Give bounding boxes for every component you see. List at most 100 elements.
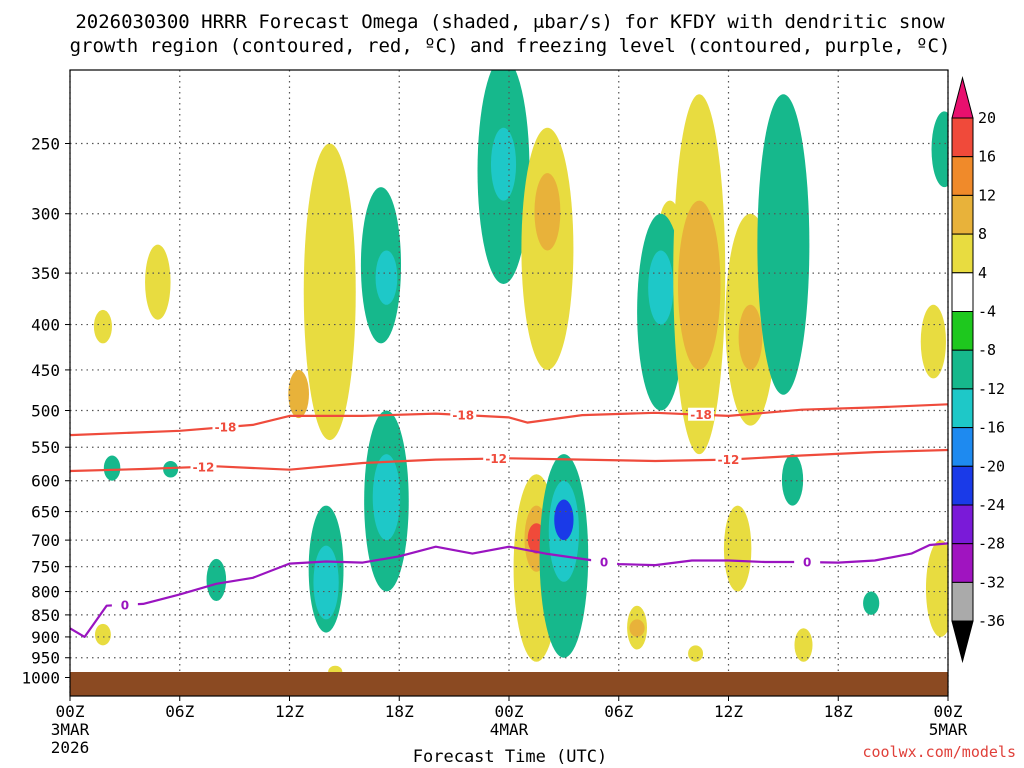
y-tick-label-600: 600 [31,472,60,491]
y-tick-label-650: 650 [31,503,60,522]
colorbar-box-8 [951,427,974,467]
y-tick-label-300: 300 [31,205,60,224]
omega-region-40 [925,540,948,637]
colorbar-label-0: 20 [978,109,996,127]
colorbar-label-3: 8 [978,225,987,243]
contour-line-2 [70,542,948,638]
x-tick-label-24: 00Z [495,702,524,721]
omega-region-26 [648,250,674,325]
contour-label-bg-2-2 [794,555,821,569]
omega-region-33 [863,591,880,615]
contour-label-bg-1-1 [483,451,510,465]
colorbar-label-11: -28 [978,535,1005,553]
colorbar-label-10: -24 [978,496,1005,514]
colorbar: 20 16 12 8 4 -4 -8 -12 -16 -20 -24 -28 -32 -36 [951,76,1005,664]
contour-label-0-1: -18 [452,408,474,422]
omega-region-17 [534,173,561,251]
omega-region-2 [93,309,112,344]
y-tick-label-700: 700 [31,531,60,550]
x-tick-date-24: 4MAR [490,720,529,739]
colorbar-box-12 [951,581,974,622]
chart-title-line1: 2026030300 HRRR Forecast Omega (shaded, … [75,11,945,33]
contour-label-bg-0-0 [212,420,239,434]
colorbar-box-1 [951,156,974,196]
chart-title-line2: growth region (contoured, red, ºC) and f… [70,35,951,57]
omega-region-23 [554,499,574,541]
contour-label-bg-2-1 [591,555,618,569]
colorbar-box-10 [951,504,974,545]
contour-label-bg-2-0 [111,597,138,611]
colorbar-label-7: -12 [978,380,1005,398]
x-axis-label: Forecast Time (UTC) [413,747,607,767]
contour-label-2-0: 0 [121,598,129,612]
colorbar-label-6: -8 [978,341,996,359]
omega-region-15 [490,127,517,201]
y-tick-label-850: 850 [31,606,60,625]
colorbar-label-8: -16 [978,419,1005,437]
y-tick-label-350: 350 [31,264,60,283]
colorbar-label-12: -32 [978,573,1005,591]
y-tick-label-400: 400 [31,316,60,335]
contour-label-1-0: -12 [193,460,215,474]
colorbar-box-6 [951,349,974,390]
contour-line-0 [70,403,948,437]
x-tick-date-0: 3MAR [51,720,90,739]
omega-region-1 [163,460,179,478]
y-tick-label-1000: 1000 [21,669,60,688]
x-tick-label-12: 12Z [275,702,304,721]
x-tick-date-48: 5MAR [929,720,968,739]
contour-label-1-1: -12 [485,452,507,466]
colorbar-box-11 [951,543,974,583]
omega-region-31 [757,94,810,395]
contour-label-2-2: 0 [803,556,811,570]
contour-label-bg-1-0 [190,459,217,473]
y-tick-label-800: 800 [31,583,60,602]
omega-region-30 [738,304,763,370]
y-tick-label-950: 950 [31,649,60,668]
omega-region-9 [313,545,339,620]
credit-text: coolwx.com/models [862,743,1016,761]
omega-region-28 [678,200,721,370]
colorbar-box-5 [951,311,974,351]
contour-label-0-2: -18 [690,408,712,422]
contour-label-0-0: -18 [215,421,237,435]
grid-lines [69,70,949,696]
contour-label-bg-1-2 [715,452,742,466]
colorbar-box-7 [951,388,974,429]
omega-region-38 [920,304,946,379]
colorbar-label-2: 12 [978,186,996,204]
contour-label-bg-0-2 [688,407,715,421]
contour-label-2-1: 0 [600,556,608,570]
omega-region-7 [288,369,309,419]
omega-region-13 [372,454,401,541]
contour-label-1-2: -12 [718,453,740,467]
omega-region-36 [629,619,645,637]
x-tick-label-6: 06Z [165,702,194,721]
omega-region-6 [303,143,356,441]
x-tick-label-18: 18Z [385,702,414,721]
colorbar-label-9: -20 [978,457,1005,475]
x-tick-label-0: 00Z [56,702,85,721]
colorbar-box-3 [951,233,974,274]
omega-shading [93,70,948,678]
omega-region-32 [781,454,804,506]
omega-region-37 [688,645,704,662]
x-tick-label-48: 00Z [934,702,963,721]
omega-region-0 [103,455,121,481]
contour-label-bg-0-1 [450,407,477,421]
colorbar-box-9 [951,465,974,506]
colorbar-label-4: 4 [978,264,987,282]
colorbar-box-4 [951,272,974,312]
colorbar-label-13: -36 [978,612,1005,630]
x-tick-label-42: 18Z [824,702,853,721]
omega-region-41 [794,628,813,662]
y-tick-label-500: 500 [31,402,60,421]
y-tick-label-750: 750 [31,558,60,577]
colorbar-top-arrow [951,76,974,119]
colorbar-box-0 [951,117,974,158]
x-tick-label-30: 06Z [604,702,633,721]
omega-region-39 [931,111,948,188]
omega-region-3 [145,244,171,320]
